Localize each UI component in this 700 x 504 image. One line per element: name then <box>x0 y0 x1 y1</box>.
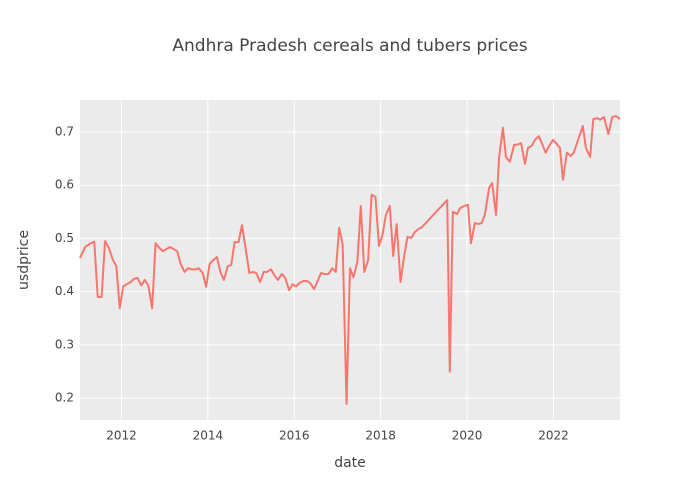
y-tick-label: 0.6 <box>55 178 74 192</box>
plot-area <box>80 100 620 420</box>
y-axis-title: usdprice <box>16 230 32 290</box>
x-tick-label: 2018 <box>365 429 396 443</box>
x-tick-label: 2014 <box>193 429 224 443</box>
x-tick-label: 2022 <box>538 429 569 443</box>
x-tick-label: 2016 <box>279 429 310 443</box>
y-tick-label: 0.4 <box>55 284 74 298</box>
y-tick-label: 0.7 <box>55 124 74 138</box>
x-tick-label: 2020 <box>452 429 483 443</box>
x-axis-title: date <box>334 455 366 471</box>
y-tick-label: 0.3 <box>55 337 74 351</box>
line <box>79 114 621 406</box>
x-tick-label: 2012 <box>106 429 137 443</box>
chart-title: Andhra Pradesh cereals and tubers prices <box>172 36 527 56</box>
y-tick-label: 0.5 <box>55 231 74 245</box>
y-tick-label: 0.2 <box>55 391 74 405</box>
